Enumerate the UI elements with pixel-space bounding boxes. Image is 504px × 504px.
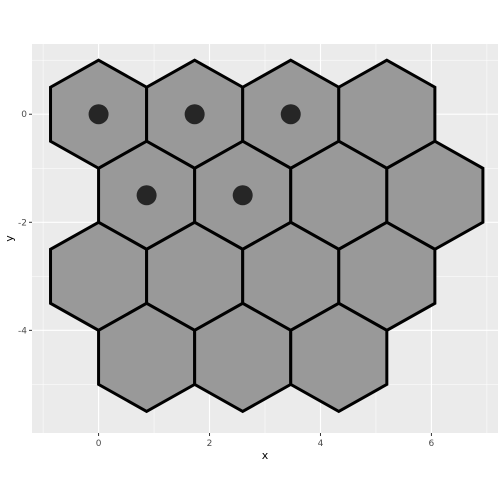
y-tick-label: -4 [18,326,27,336]
y-axis-ticks: 0 -2 -4 [18,110,32,336]
x-tick-label: 2 [207,439,213,449]
x-tick-label: 0 [96,439,102,449]
y-tick-label: -2 [18,218,27,228]
y-axis-title: y [3,235,16,242]
data-point [280,104,301,125]
x-tick-label: 6 [429,439,435,449]
data-point [88,104,109,125]
data-point [232,185,253,206]
point-layer [88,104,301,206]
y-tick-label: 0 [21,110,27,120]
data-point [136,185,157,206]
x-tick-label: 4 [318,439,324,449]
data-point [184,104,205,125]
x-axis-title: x [262,449,269,462]
hexagon [289,301,389,414]
x-axis-ticks: 0 2 4 6 [96,433,435,449]
